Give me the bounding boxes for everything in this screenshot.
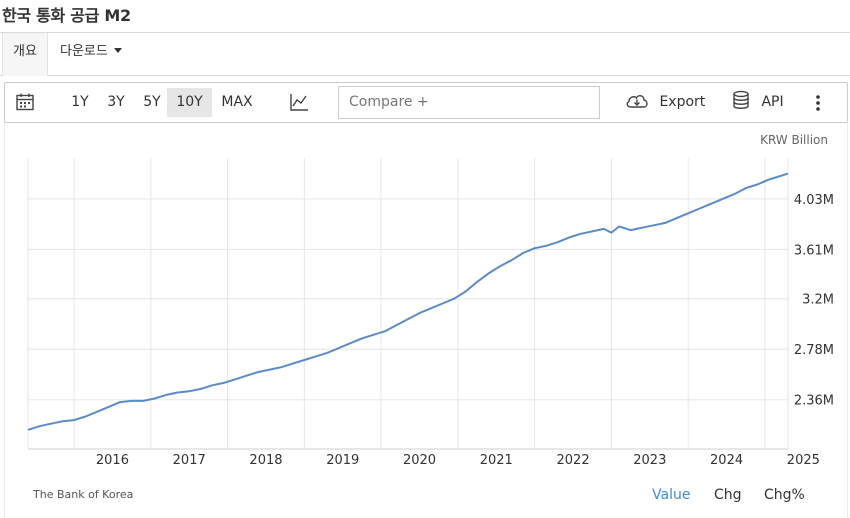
x-tick-label: 2023 [633, 453, 666, 468]
y-tick-label: 2.78M [794, 343, 834, 358]
range-3y-button[interactable]: 3Y [107, 94, 125, 110]
x-tick-label: 2017 [173, 453, 206, 468]
line-chart-icon[interactable] [289, 92, 309, 114]
unit-label: KRW Billion [760, 133, 828, 147]
x-tick-label: 2022 [557, 453, 590, 468]
source-label: The Bank of Korea [33, 488, 134, 501]
api-label: API [761, 94, 784, 110]
tab-overview[interactable]: 개요 [2, 33, 48, 76]
chart-toolbar: 1Y 3Y 5Y 10Y MAX Compare + Export API [4, 82, 848, 123]
range-1y-button[interactable]: 1Y [71, 94, 89, 110]
x-tick-label: 2021 [480, 453, 513, 468]
tab-download[interactable]: 다운로드 [60, 33, 122, 76]
chart-frame [4, 123, 848, 518]
tab-download-label: 다운로드 [60, 44, 108, 59]
page-title: 한국 통화 공급 M2 [2, 6, 131, 25]
database-icon [733, 90, 749, 109]
tab-chg[interactable]: Chg [714, 487, 742, 503]
x-tick-label: 2018 [249, 453, 282, 468]
y-tick-label: 2.36M [794, 394, 834, 409]
tab-value[interactable]: Value [652, 487, 691, 503]
more-vertical-icon[interactable] [815, 94, 821, 112]
tab-chg-pct[interactable]: Chg% [764, 487, 805, 503]
calendar-icon[interactable] [15, 92, 35, 114]
m2-series-line [27, 172, 789, 431]
x-tick-label: 2016 [96, 453, 129, 468]
x-tick-label: 2025 [787, 453, 820, 468]
y-tick-label: 4.03M [794, 193, 834, 208]
x-tick-label: 2020 [403, 453, 436, 468]
compare-input[interactable]: Compare + [338, 86, 600, 119]
caret-down-icon [113, 48, 122, 53]
cloud-download-icon [626, 95, 648, 108]
tab-bar: 개요 다운로드 [0, 32, 850, 76]
y-tick-label: 3.61M [794, 243, 834, 258]
range-10y-button[interactable]: 10Y [167, 88, 212, 117]
range-max-button[interactable]: MAX [221, 94, 253, 110]
x-tick-label: 2019 [326, 453, 359, 468]
y-tick-label: 3.2M [802, 293, 834, 308]
x-tick-label: 2024 [710, 453, 743, 468]
range-5y-button[interactable]: 5Y [143, 94, 161, 110]
export-label: Export [659, 94, 706, 110]
api-button[interactable]: API [732, 83, 784, 122]
export-button[interactable]: Export [625, 83, 705, 122]
